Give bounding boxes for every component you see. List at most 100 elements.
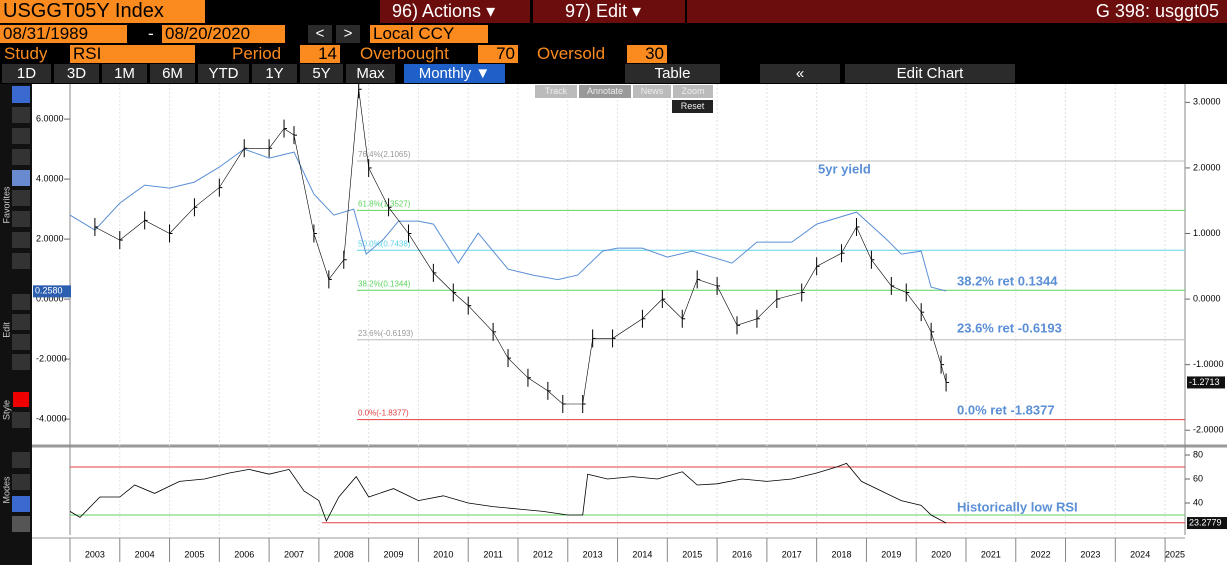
price-bar [562,395,566,413]
price-bar [930,322,935,341]
range-button[interactable]: 1Y [252,64,297,83]
tool-icon[interactable] [12,107,30,123]
date-dash: - [148,24,154,43]
x-tick-label: 2009 [384,549,404,559]
tool-icon[interactable] [12,170,30,186]
y-tick-label: -2.0000 [36,353,67,363]
price-bar [736,316,741,335]
currency[interactable]: Local CCY [370,25,488,43]
fib-label: 50.0%(0.7438) [358,239,411,248]
range-button[interactable]: 1M [102,64,147,83]
axis-bg [1185,84,1227,565]
rsi-line [69,462,947,524]
price-bar [582,395,586,413]
tool-icon[interactable] [12,452,30,468]
fib-label: 38.2%(0.1344) [358,279,411,288]
next-button[interactable]: > [336,25,360,43]
reset-button[interactable]: Reset [672,100,713,113]
price-bar [144,211,148,230]
start-date[interactable]: 08/31/1989 [0,25,127,43]
range-button[interactable]: 3D [54,64,99,83]
tool-icon[interactable] [12,314,30,330]
tool-icon[interactable] [12,190,30,206]
oversold[interactable]: 30 [627,45,667,63]
price-bar [218,178,223,197]
price-bar [193,198,198,217]
annotate-button[interactable]: Annotate [579,85,631,98]
tool-icon[interactable] [12,334,30,350]
range-button[interactable]: Max [346,64,395,83]
fib-label: 0.0%(-1.8377) [358,409,409,418]
y-tick-label: 4.0000 [36,173,64,183]
end-date[interactable]: 08/20/2020 [162,25,285,43]
x-tick-label: 2004 [135,549,155,559]
price-bar [940,355,945,374]
frequency[interactable]: Monthly ▼ [404,64,505,83]
tool-icon[interactable] [12,128,30,144]
price-bar [870,250,875,269]
x-tick-label: 2015 [682,549,702,559]
price-bar [641,309,646,328]
zoom-button[interactable]: Zoom [673,85,713,98]
range-button[interactable]: 5Y [300,64,343,83]
security-title[interactable]: USGGT05Y Index [0,0,205,23]
news-button[interactable]: News [633,85,671,98]
last-value-box [1187,376,1225,389]
tool-icon[interactable] [12,474,30,490]
y-tick-label: 0.0000 [36,293,64,303]
x-tick-label: 2013 [583,549,603,559]
yield-line [69,148,947,292]
y2-tick-label: -1.0000 [1193,359,1224,369]
price-bar [243,139,248,158]
tool-icon[interactable] [12,412,30,428]
sidebar-label: Style [1,400,11,420]
price-bar [467,296,472,315]
price-bar [776,290,780,309]
frequency-label: Monthly [418,65,472,82]
tool-icon[interactable] [12,496,30,512]
plot-bg [32,84,1227,565]
x-tick-label: 2016 [732,549,752,559]
price-bar [855,217,860,236]
period[interactable]: 14 [300,45,340,63]
last-value-box [1187,517,1227,530]
tool-icon[interactable] [12,211,30,227]
range-button[interactable]: 6M [150,64,195,83]
price-bar [432,263,437,282]
track-button[interactable]: Track [535,85,577,98]
study[interactable]: RSI [70,45,195,63]
price-bar [696,270,701,289]
page-id: G 398: usggt05 [687,0,1227,23]
tool-icon[interactable] [12,149,30,165]
overbought[interactable]: 70 [478,45,518,63]
price-bar [283,119,288,138]
tool-icon[interactable] [12,232,30,248]
tool-icon[interactable] [12,253,30,269]
sidebar-label: Edit [1,322,11,338]
edit-menu[interactable]: 97) Edit ▾ [533,0,685,23]
y2-tick-label: 0.0000 [1193,293,1221,303]
range-button[interactable]: YTD [198,64,249,83]
price-bar [119,231,123,250]
rsi-tick-label: 80 [1193,449,1203,459]
tool-icon[interactable] [12,516,30,532]
annotation: 38.2% ret 0.1344 [957,273,1058,288]
actions-menu[interactable]: 96) Actions ▾ [380,0,530,23]
x-tick-label: 2014 [632,549,652,559]
x-tick-label: 2011 [483,549,502,559]
edit-chart-button[interactable]: Edit Chart [845,64,1015,83]
table-button[interactable]: Table [625,64,720,83]
range-button[interactable]: 1D [2,64,51,83]
annotation: 0.0% ret -1.8377 [957,402,1055,417]
collapse-button[interactable]: « [760,64,840,83]
tool-icon[interactable] [12,86,30,103]
tool-icon[interactable] [12,294,30,310]
color-swatch[interactable] [13,392,29,407]
x-tick-label: 2006 [234,549,254,559]
prev-button[interactable]: < [308,25,332,43]
tool-icon[interactable] [12,354,30,370]
x-tick-label: 2020 [931,549,951,559]
annotation: Historically low RSI [957,499,1078,514]
price-bar [492,322,497,341]
